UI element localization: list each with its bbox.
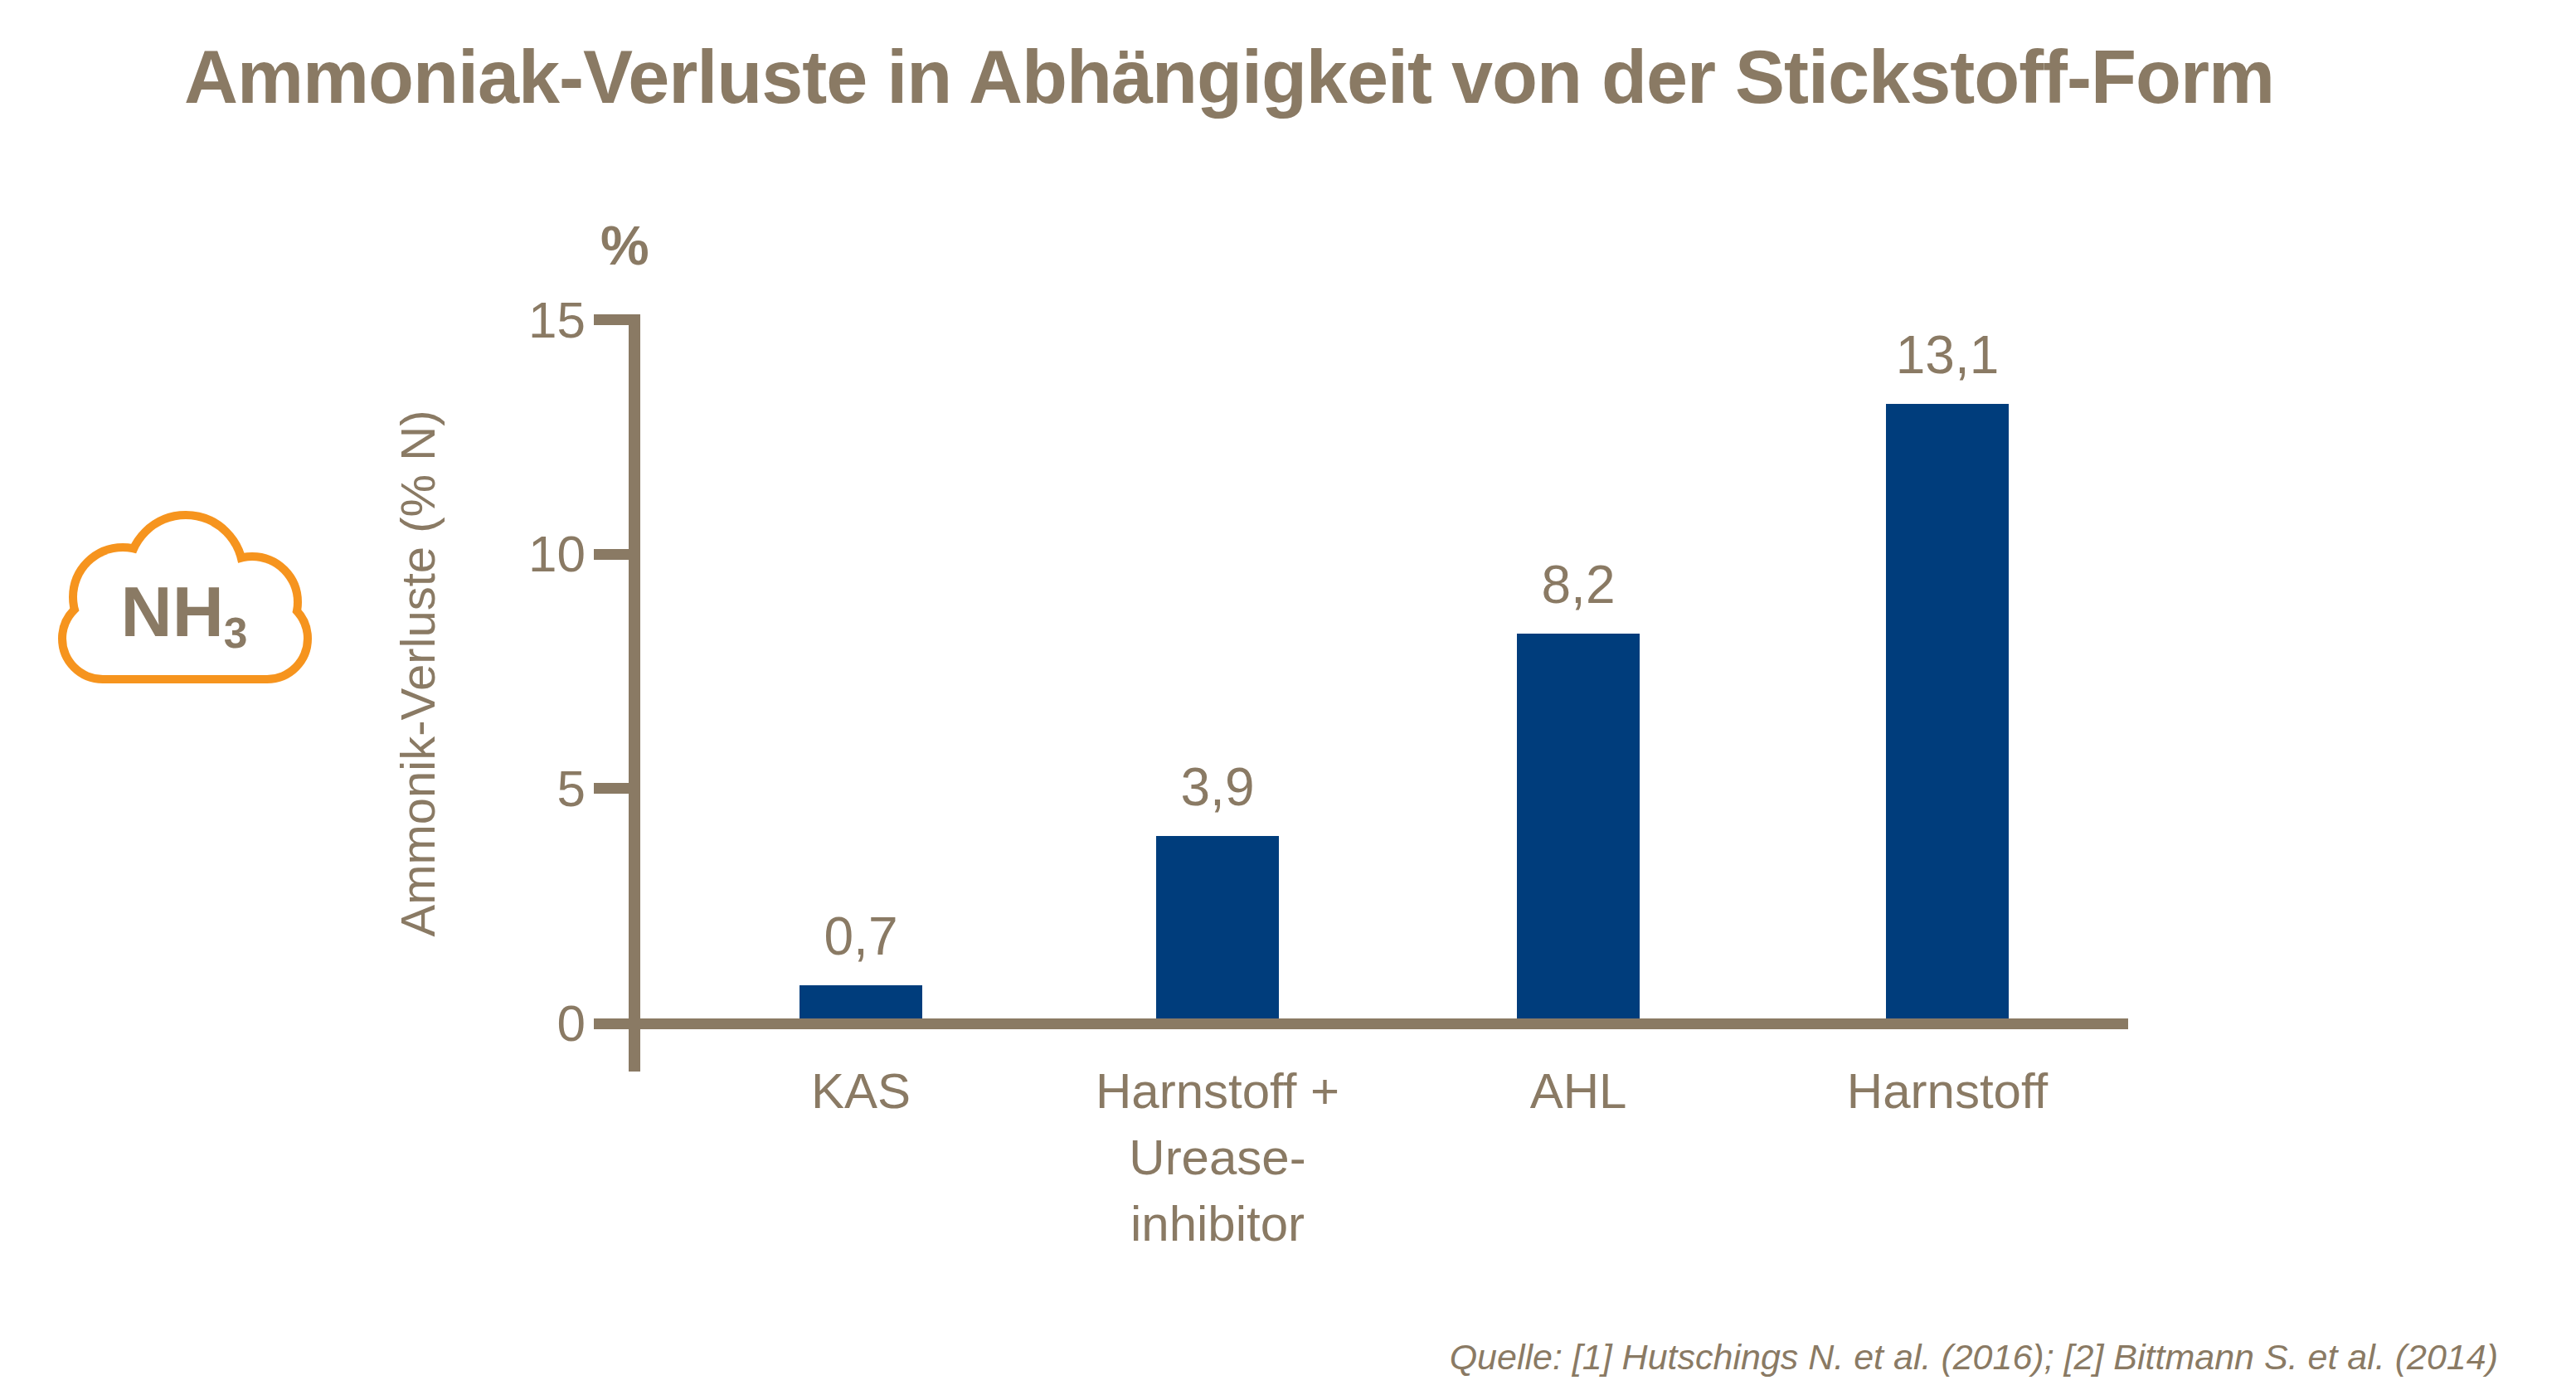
value-label-harnstoff-urease-inhibitor: 3,9	[1052, 758, 1383, 816]
nh3-formula-label: NH3	[43, 504, 325, 703]
x-category-label-harnstoff: Harnstoff	[1699, 1058, 2196, 1125]
y-axis-unit-label: %	[600, 214, 649, 277]
y-tick-label-0: 0	[373, 994, 586, 1053]
y-tick-15	[594, 314, 640, 325]
y-axis-title: Ammonik-Verluste (% N)	[389, 317, 447, 1030]
bar-ahl	[1517, 634, 1640, 1018]
bar-kas	[800, 985, 922, 1018]
value-label-ahl: 8,2	[1412, 556, 1744, 614]
chart-canvas: Ammoniak-Verluste in Abhängigkeit von de…	[0, 0, 2576, 1390]
x-axis-baseline	[594, 1018, 2128, 1029]
value-label-harnstoff: 13,1	[1781, 326, 2113, 384]
source-credit: Quelle: [1] Hutschings N. et al. (2016);…	[1450, 1337, 2498, 1378]
y-axis-line	[629, 315, 640, 1072]
y-tick-10	[594, 549, 640, 560]
value-label-kas: 0,7	[695, 907, 1027, 965]
chart-title: Ammoniak-Verluste in Abhängigkeit von de…	[184, 35, 2556, 120]
y-tick-label-15: 15	[373, 290, 586, 350]
y-tick-label-10: 10	[373, 524, 586, 584]
y-tick-5	[594, 783, 640, 794]
y-tick-label-5: 5	[373, 759, 586, 819]
bar-harnstoff-urease-inhibitor	[1156, 836, 1279, 1018]
bar-harnstoff	[1886, 404, 2009, 1018]
